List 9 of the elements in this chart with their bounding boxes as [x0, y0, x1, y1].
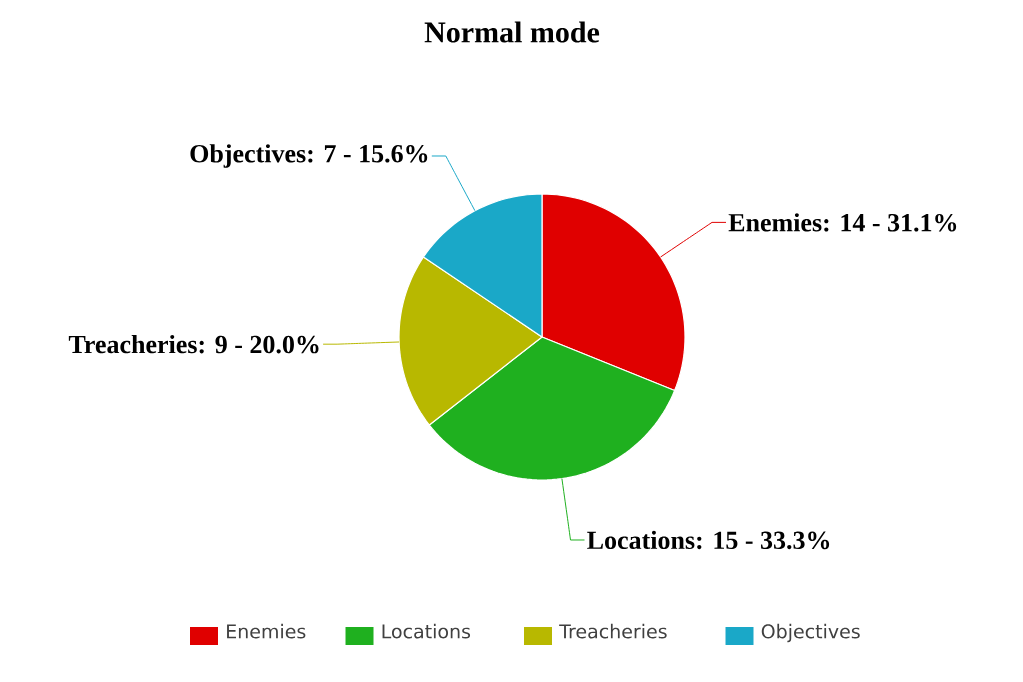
data-label: Enemies: 14 - 31.1%: [728, 213, 957, 232]
legend-label: Treacheries: [559, 623, 667, 639]
legend-label: Locations: [382, 623, 471, 639]
legend-label: Objectives: [761, 623, 860, 643]
data-label: Treacheries: 9 - 20.0%: [68, 334, 319, 354]
data-label: Locations: 15 - 33.3%: [587, 530, 830, 550]
data-label: Objectives: 7 - 15.6%: [190, 144, 428, 168]
chart-title: Normal mode: [424, 21, 600, 43]
legend-label: Enemies: [227, 623, 306, 639]
